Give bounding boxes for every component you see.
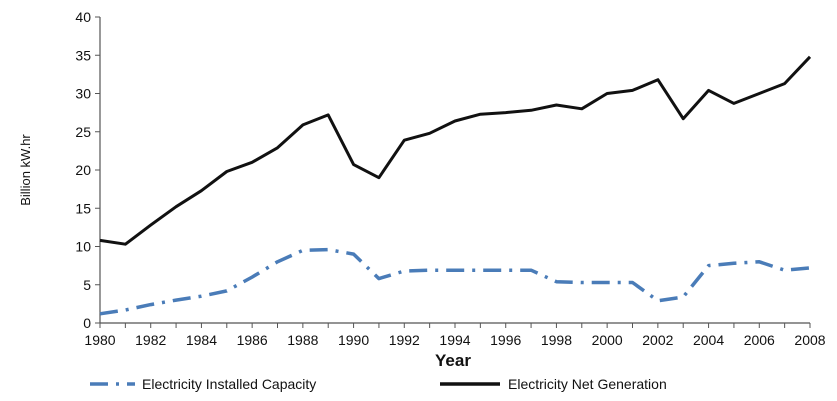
x-tick-label: 2002 <box>642 332 673 348</box>
y-tick-label: 15 <box>75 200 91 216</box>
x-tick-label: 1996 <box>490 332 521 348</box>
x-tick-label: 1998 <box>541 332 572 348</box>
x-tick-label: 1986 <box>237 332 268 348</box>
series-lines <box>99 55 812 316</box>
legend: Electricity Installed Capacity Electricit… <box>90 376 667 392</box>
y-tick-label: 10 <box>75 239 91 255</box>
x-tick-label: 2004 <box>693 332 724 348</box>
x-tick-label: 1980 <box>84 332 115 348</box>
y-tick-label: 25 <box>75 124 91 140</box>
y-tick-label: 30 <box>75 86 91 102</box>
y-tick-label: 35 <box>75 47 91 63</box>
x-tick-label: 1982 <box>135 332 166 348</box>
legend-label: Electricity Net Generation <box>508 376 667 392</box>
axes <box>99 17 810 324</box>
x-tick-label: 1992 <box>389 332 420 348</box>
series-line-2 <box>99 55 812 246</box>
y-tick-label: 5 <box>83 277 91 293</box>
y-axis-title: Billion kW.hr <box>18 134 33 206</box>
y-axis-ticks: 0 5 10 15 20 25 30 35 40 <box>75 9 100 331</box>
y-tick-label: 20 <box>75 162 91 178</box>
x-tick-label: 1994 <box>439 332 470 348</box>
x-tick-label: 2006 <box>744 332 775 348</box>
y-tick-label: 40 <box>75 9 91 25</box>
x-tick-label: 1984 <box>186 332 217 348</box>
series-line-1 <box>99 247 811 316</box>
legend-label: Electricity Installed Capacity <box>142 376 316 392</box>
y-tick-label: 0 <box>83 315 91 331</box>
x-tick-label: 2000 <box>592 332 623 348</box>
x-axis-title: Year <box>435 351 471 370</box>
x-tick-label: 1990 <box>338 332 369 348</box>
x-tick-label: 1988 <box>287 332 318 348</box>
x-axis-ticks: 1980 1982 1984 1986 1988 1990 1992 1994 1996 1998… <box>84 323 826 348</box>
x-tick-label: 2008 <box>794 332 825 348</box>
